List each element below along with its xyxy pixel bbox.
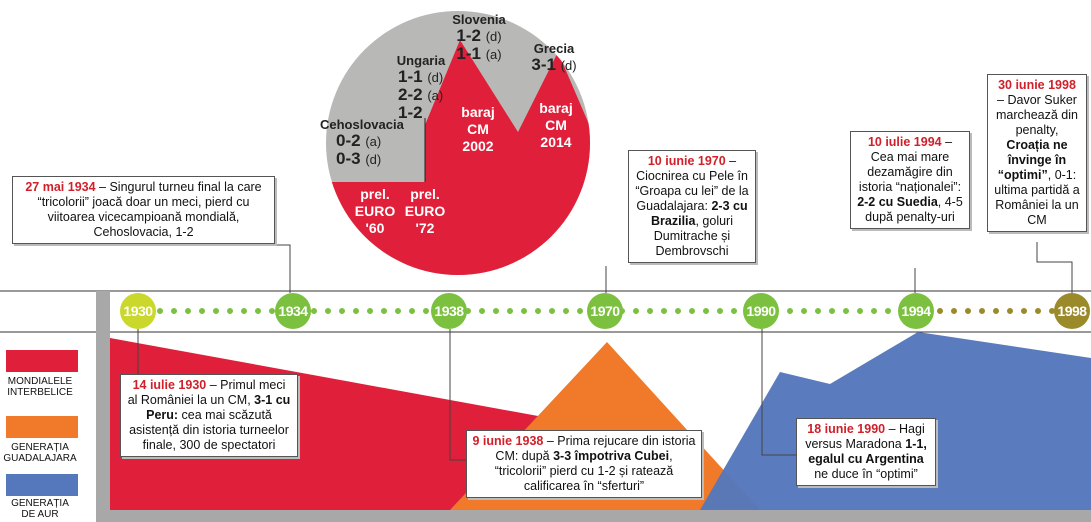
year-marker-1970: 1970 — [587, 293, 623, 329]
legend-swatch-aur — [6, 474, 78, 496]
label-cm2014: baraj CM 2014 — [539, 100, 573, 150]
year-marker-1934: 1934 — [275, 293, 311, 329]
year-marker-1990: 1990 — [743, 293, 779, 329]
legend-swatch-guadalajara — [6, 416, 78, 438]
callout-1998: 30 iunie 1998 – Davor Suker marchează di… — [987, 74, 1087, 232]
year-marker-1930: 1930 — [120, 293, 156, 329]
leader-1938 — [449, 329, 466, 461]
circle-grecia: Grecia 3-1 (d) — [531, 41, 577, 74]
leader-1934 — [275, 244, 291, 293]
callout-1990: 18 iunie 1990 – Hagi versus Maradona 1-1… — [796, 418, 936, 486]
callout-1934: 27 mai 1934 – Singurul turneu final la c… — [12, 176, 275, 244]
label-euro72: prel. EURO '72 — [404, 186, 446, 236]
legend-label-interbelic: MONDIALELE INTERBELICE — [7, 376, 73, 398]
legend-label-aur: GENERAȚIA DE AUR — [11, 498, 69, 520]
label-euro60: prel. EURO '60 — [354, 186, 396, 236]
circle-red-mountain — [326, 40, 590, 275]
leader-1990 — [761, 329, 796, 456]
grey-bottom-bar — [96, 510, 1091, 522]
grey-left-bar — [96, 291, 110, 522]
year-marker-1994: 1994 — [898, 293, 934, 329]
year-marker-1938: 1938 — [431, 293, 467, 329]
legend-label-guadalajara: GENERAȚIA GUADALAJARA — [3, 442, 77, 464]
callout-1938: 9 iunie 1938 – Prima rejucare din istori… — [466, 430, 702, 498]
circle-ungaria: Ungaria 1-1 (d) 2-2 (a) 1-2 — [396, 53, 446, 122]
circle-slovenia: Slovenia 1-2 (d) 1-1 (a) — [452, 12, 506, 63]
callout-1994: 10 iulie 1994 – Cea mai mare dezamăgire … — [850, 131, 970, 229]
callout-1930: 14 iulie 1930 – Primul meci al României … — [120, 374, 298, 457]
callout-1970: 10 iunie 1970 – Ciocnirea cu Pele în “Gr… — [628, 150, 756, 263]
legend-swatch-interbelic — [6, 350, 78, 372]
circle-cehoslovacia: Cehoslovacia 0-2 (a) 0-3 (d) — [320, 117, 404, 168]
year-marker-1998: 1998 — [1054, 293, 1090, 329]
leader-1998 — [1036, 242, 1073, 293]
label-cm2002: baraj CM 2002 — [461, 104, 495, 154]
